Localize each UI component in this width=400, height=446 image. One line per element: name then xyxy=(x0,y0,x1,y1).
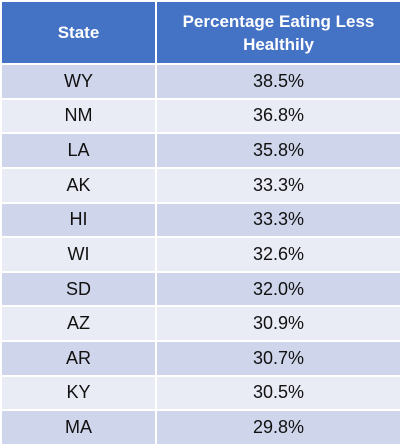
table-row: WY 38.5% xyxy=(0,63,400,100)
state-cell: HI xyxy=(0,201,157,239)
percentage-cell: 30.9% xyxy=(155,305,400,342)
table-row: AK 33.3% xyxy=(0,166,400,204)
percentage-cell: 36.8% xyxy=(155,97,400,135)
table-row: AR 30.7% xyxy=(0,340,400,377)
percentage-cell: 30.5% xyxy=(155,374,400,412)
percentage-cell: 32.6% xyxy=(155,236,400,273)
table-row: WI 32.6% xyxy=(0,236,400,273)
percentage-cell: 32.0% xyxy=(155,270,400,308)
state-cell: KY xyxy=(0,374,157,412)
header-row: State Percentage Eating Less Healthily xyxy=(0,0,400,65)
state-cell: LA xyxy=(0,132,157,169)
table-row: LA 35.8% xyxy=(0,132,400,169)
state-cell: AZ xyxy=(0,305,157,342)
table-row: SD 32.0% xyxy=(0,270,400,308)
table-row: HI 33.3% xyxy=(0,201,400,239)
percentage-cell: 33.3% xyxy=(155,201,400,239)
header-cell: State xyxy=(0,0,157,65)
table-row: NM 36.8% xyxy=(0,97,400,135)
table-body: WY 38.5% NM 36.8% LA 35.8% AK 33.3% HI 33.3% WI 32.… xyxy=(0,63,400,446)
state-cell: AR xyxy=(0,340,157,377)
state-cell: SD xyxy=(0,270,157,308)
table-row: KY 30.5% xyxy=(0,374,400,412)
percentage-cell: 29.8% xyxy=(155,409,400,446)
state-cell: MA xyxy=(0,409,157,446)
percentage-cell: 33.3% xyxy=(155,166,400,204)
state-cell: WI xyxy=(0,236,157,273)
percentage-cell: 30.7% xyxy=(155,340,400,377)
table-row: MA 29.8% xyxy=(0,409,400,446)
state-cell: AK xyxy=(0,166,157,204)
percentage-cell: 35.8% xyxy=(155,132,400,169)
state-cell: NM xyxy=(0,97,157,135)
header-cell: Percentage Eating Less Healthily xyxy=(155,0,400,65)
percentage-cell: 38.5% xyxy=(155,63,400,100)
table-row: AZ 30.9% xyxy=(0,305,400,342)
state-cell: WY xyxy=(0,63,157,100)
